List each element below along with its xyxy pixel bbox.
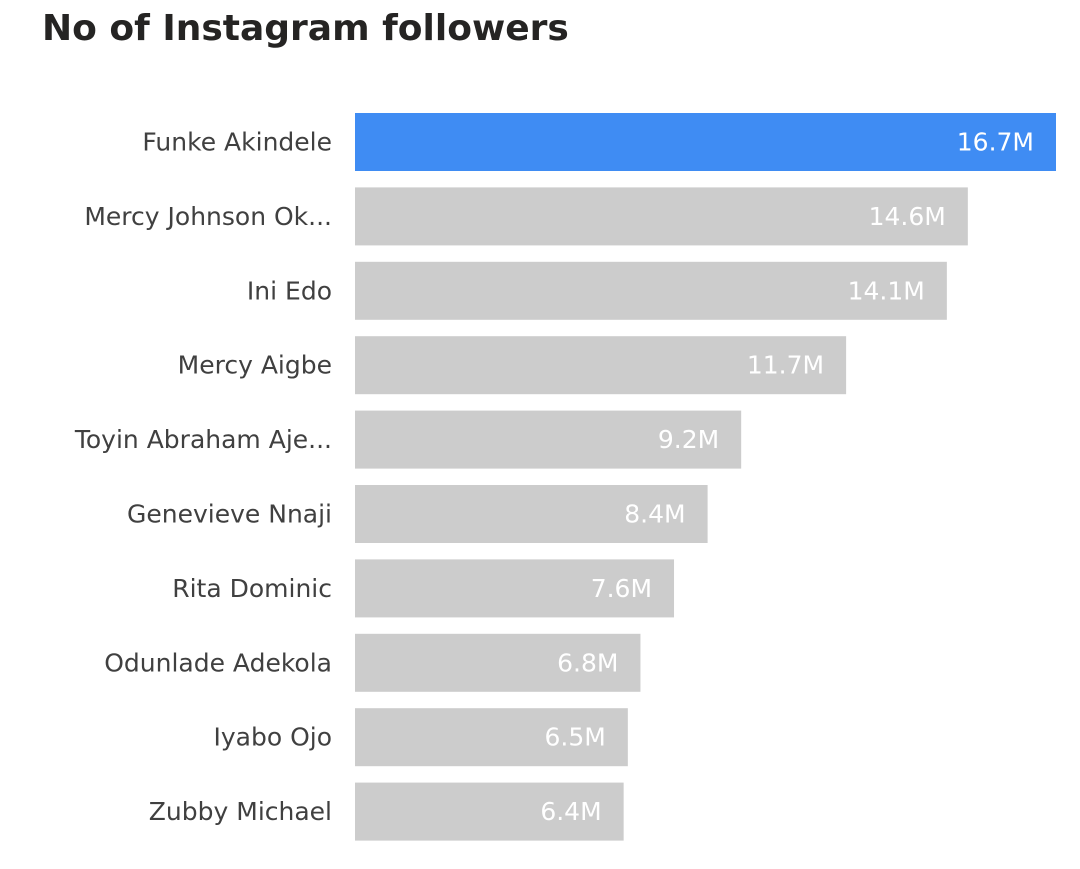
category-label-7: Rita Dominic	[172, 574, 332, 603]
category-label-4: Mercy Aigbe	[178, 351, 332, 380]
data-label-7: 7.6M	[591, 574, 652, 603]
bar-7[interactable]	[355, 559, 675, 618]
data-label-4: 11.7M	[747, 351, 824, 380]
category-label-6: Genevieve Nnaji	[127, 500, 332, 529]
category-label-8: Odunlade Adekola	[104, 648, 332, 677]
bar-1[interactable]	[355, 113, 1056, 171]
bar-3[interactable]	[355, 261, 947, 320]
data-label-5: 9.2M	[658, 425, 719, 454]
chart-title: No of Instagram followers	[42, 8, 569, 49]
bar-8[interactable]	[355, 633, 641, 692]
category-label-1: Funke Akindele	[142, 128, 332, 157]
category-label-9: Iyabo Ojo	[213, 723, 332, 752]
data-label-9: 6.5M	[545, 723, 606, 752]
bar-2[interactable]	[355, 187, 968, 246]
data-label-2: 14.6M	[869, 202, 946, 231]
data-label-8: 6.8M	[557, 648, 618, 677]
category-label-3: Ini Edo	[247, 276, 332, 305]
data-label-1: 16.7M	[957, 128, 1034, 157]
bar-6[interactable]	[355, 485, 708, 543]
bar-5[interactable]	[355, 410, 742, 469]
category-label-2: Mercy Johnson Ok...	[84, 202, 332, 231]
data-label-10: 6.4M	[540, 797, 601, 826]
bar-10[interactable]	[355, 782, 624, 841]
category-label-5: Toyin Abraham Aje...	[74, 425, 332, 454]
bar-4[interactable]	[355, 336, 847, 395]
bar-9[interactable]	[355, 708, 628, 767]
data-label-3: 14.1M	[848, 276, 925, 305]
data-label-6: 8.4M	[624, 500, 685, 529]
category-label-10: Zubby Michael	[149, 797, 332, 826]
